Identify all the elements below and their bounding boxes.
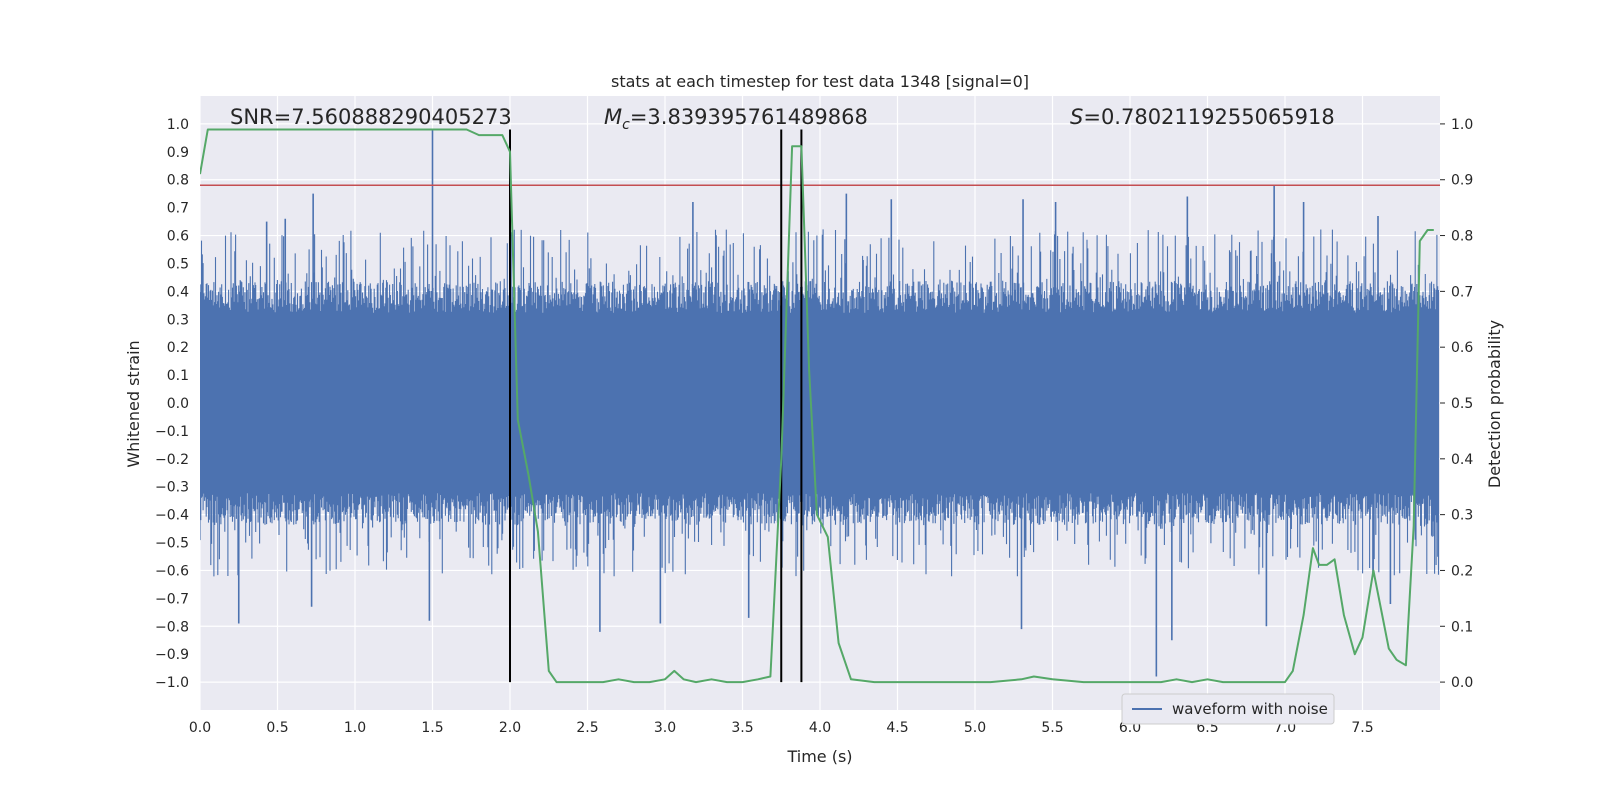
y-left-tick-label: −0.5 xyxy=(155,536,189,552)
y-right-tick-label: 0.3 xyxy=(1451,508,1473,524)
y-right-tick-label: 0.8 xyxy=(1451,229,1473,245)
x-tick-label: 2.5 xyxy=(576,720,598,736)
y-right-tick-label: 0.6 xyxy=(1451,340,1473,356)
x-tick-label: 1.0 xyxy=(344,720,366,736)
x-tick-label: 0.0 xyxy=(189,720,211,736)
y-left-tick-label: 0.0 xyxy=(167,396,189,412)
y-right-tick-label: 0.0 xyxy=(1451,675,1473,691)
y-axis-left-label: Whitened strain xyxy=(124,340,143,467)
y-left-tick-label: −0.7 xyxy=(155,591,189,607)
y-left-tick-label: −0.6 xyxy=(155,563,189,579)
y-left-tick-label: −0.2 xyxy=(155,452,189,468)
x-tick-label: 0.5 xyxy=(266,720,288,736)
s-annotation: S=0.7802119255065918 xyxy=(1070,105,1335,129)
y-right-tick-label: 0.2 xyxy=(1451,563,1473,579)
x-tick-label: 2.0 xyxy=(499,720,521,736)
y-left-tick-label: 1.0 xyxy=(167,117,189,133)
x-tick-label: 4.0 xyxy=(809,720,831,736)
x-tick-label: 3.5 xyxy=(731,720,753,736)
x-tick-label: 7.5 xyxy=(1351,720,1373,736)
y-axis-right-label: Detection probability xyxy=(1485,320,1504,488)
mc-annotation: Mc=3.839395761489868 xyxy=(604,105,868,133)
y-right-tick-label: 0.9 xyxy=(1451,173,1473,189)
x-axis-label: Time (s) xyxy=(786,747,852,766)
legend-label-waveform: waveform with noise xyxy=(1172,700,1328,718)
y-left-tick-label: −0.4 xyxy=(155,508,189,524)
y-left-tick-label: 0.7 xyxy=(167,201,189,217)
y-left-tick-label: 0.8 xyxy=(167,173,189,189)
waveform-trace xyxy=(200,229,1440,577)
x-tick-label: 1.5 xyxy=(421,720,443,736)
y-right-tick-label: 0.7 xyxy=(1451,284,1473,300)
y-right-tick-label: 0.1 xyxy=(1451,619,1473,635)
chart-title: stats at each timestep for test data 134… xyxy=(611,72,1029,91)
probability-line xyxy=(200,128,1434,684)
y-right-tick-label: 0.4 xyxy=(1451,452,1473,468)
y-left-tick-label: 0.6 xyxy=(167,229,189,245)
x-tick-label: 5.5 xyxy=(1041,720,1063,736)
y-left-tick-label: −0.8 xyxy=(155,619,189,635)
waveform-series xyxy=(200,129,1440,677)
x-tick-label: 4.5 xyxy=(886,720,908,736)
y-axis-right: 1.0 0.9 0.8 0.7 0.6 0.5 0.4 0.3 0.2 0.1 0.0 xyxy=(1440,117,1473,691)
snr-annotation: SNR=7.560888290405273 xyxy=(230,105,512,129)
y-left-tick-label: 0.1 xyxy=(167,368,189,384)
y-right-tick-label: 1.0 xyxy=(1451,117,1473,133)
legend: waveform with noise xyxy=(1121,693,1335,725)
y-right-tick-label: 0.5 xyxy=(1451,396,1473,412)
y-left-tick-label: 0.9 xyxy=(167,145,189,161)
y-left-tick-label: −1.0 xyxy=(155,675,189,691)
y-left-tick-label: 0.3 xyxy=(167,312,189,328)
legend-box xyxy=(1121,693,1335,725)
y-left-tick-label: −0.9 xyxy=(155,647,189,663)
y-axis-left: 1.0 0.9 0.8 0.7 0.6 0.5 0.4 0.3 0.2 0.1 0.0 −0.1 −0.… xyxy=(155,117,189,691)
y-left-tick-label: −0.3 xyxy=(155,480,189,496)
vertical-markers xyxy=(509,129,803,683)
probability-series xyxy=(200,128,1434,684)
x-tick-label: 3.0 xyxy=(654,720,676,736)
y-left-tick-label: −0.1 xyxy=(155,424,189,440)
y-left-tick-label: 0.2 xyxy=(167,340,189,356)
x-tick-label: 5.0 xyxy=(964,720,986,736)
y-left-tick-label: 0.5 xyxy=(167,256,189,272)
y-left-tick-label: 0.4 xyxy=(167,284,189,300)
